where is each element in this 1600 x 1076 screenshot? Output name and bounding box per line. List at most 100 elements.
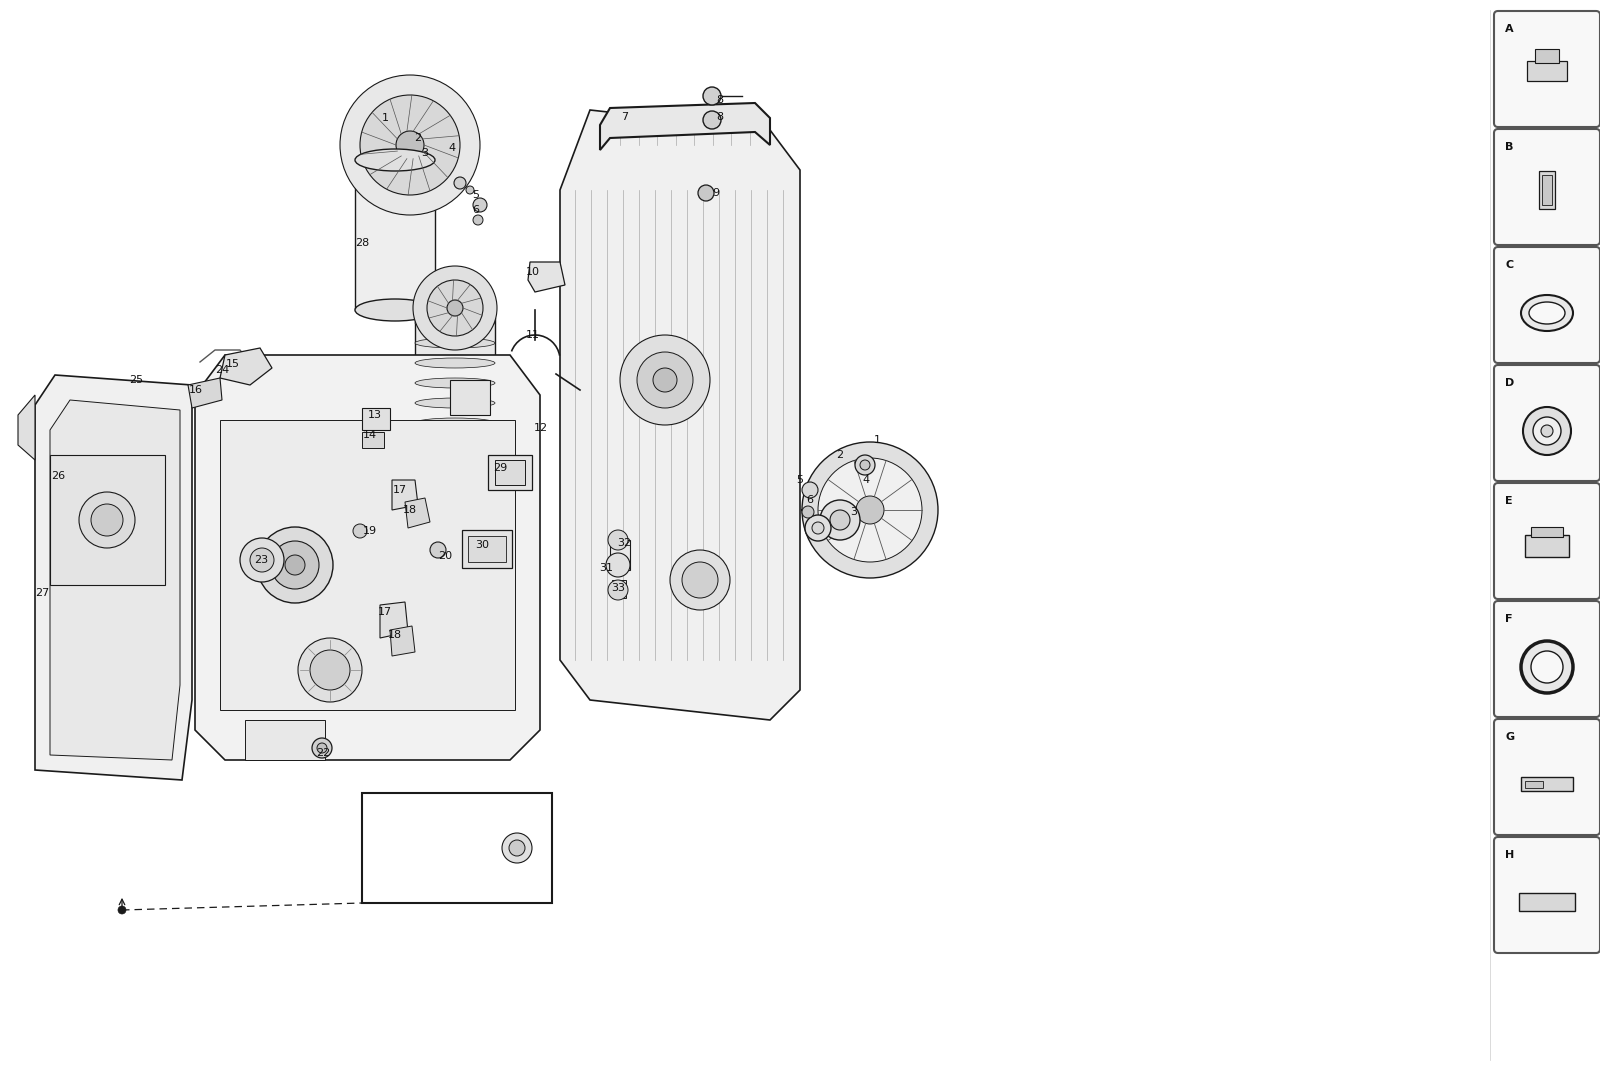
Text: 30: 30 [475,540,490,550]
Text: C: C [1506,260,1514,270]
Circle shape [339,75,480,215]
Polygon shape [600,103,770,150]
Text: 1: 1 [874,435,880,445]
Text: 13: 13 [368,410,382,420]
Circle shape [298,638,362,702]
Circle shape [413,266,498,350]
Ellipse shape [414,478,494,489]
Circle shape [621,335,710,425]
Circle shape [446,300,462,316]
FancyBboxPatch shape [1494,483,1600,599]
Circle shape [430,542,446,558]
Bar [610,540,630,570]
Bar [1522,777,1573,791]
Circle shape [653,368,677,392]
Text: 18: 18 [387,631,402,640]
FancyBboxPatch shape [1494,601,1600,717]
Bar [1525,781,1542,788]
Text: 29: 29 [493,463,507,473]
Text: D: D [1506,378,1514,388]
Text: 16: 16 [189,385,203,395]
Text: 28: 28 [355,238,370,247]
Text: G: G [1506,732,1514,742]
Bar [494,461,525,485]
Ellipse shape [1530,302,1565,324]
Circle shape [608,530,627,550]
Bar [1534,49,1558,63]
Circle shape [802,442,938,578]
Circle shape [360,95,461,195]
Polygon shape [488,455,531,490]
Bar [445,838,454,858]
Circle shape [1541,425,1554,437]
Polygon shape [390,626,414,656]
Bar [245,720,325,760]
FancyBboxPatch shape [1494,129,1600,245]
Circle shape [312,738,333,758]
Circle shape [78,492,134,548]
Text: 3: 3 [421,148,429,158]
FancyBboxPatch shape [1494,247,1600,363]
Circle shape [670,550,730,610]
FancyBboxPatch shape [1494,719,1600,835]
Text: 25: 25 [130,376,142,385]
Circle shape [1531,651,1563,683]
Ellipse shape [414,318,494,328]
Text: 22: 22 [315,748,330,758]
Text: 32: 32 [618,538,630,548]
Ellipse shape [355,148,435,171]
Text: 2: 2 [837,450,843,461]
Circle shape [813,522,824,534]
Text: F: F [1506,614,1512,624]
Text: B: B [1506,142,1514,152]
Bar [611,580,626,598]
Ellipse shape [414,438,494,448]
Bar [362,793,552,903]
Circle shape [608,580,627,600]
Circle shape [819,500,861,540]
Circle shape [240,538,285,582]
Bar [459,838,469,858]
Text: 19: 19 [363,526,378,536]
Text: 17: 17 [394,485,406,495]
Text: 21: 21 [426,833,438,843]
Circle shape [397,131,424,159]
Polygon shape [560,110,800,720]
Text: 5: 5 [472,190,480,200]
Text: 8: 8 [717,112,723,122]
Bar [474,838,483,858]
Text: 15: 15 [226,359,240,369]
FancyBboxPatch shape [1494,365,1600,481]
Ellipse shape [355,299,435,321]
Polygon shape [195,355,541,760]
Ellipse shape [1522,295,1573,331]
Text: 6: 6 [472,206,480,215]
Text: 6: 6 [806,495,813,505]
Ellipse shape [414,358,494,368]
Circle shape [802,506,814,518]
Circle shape [250,548,274,572]
Circle shape [317,744,326,753]
Text: E: E [1506,496,1512,506]
Text: 4: 4 [862,475,869,485]
Polygon shape [381,601,408,638]
Text: 10: 10 [526,267,541,277]
Polygon shape [221,420,515,710]
Text: 26: 26 [51,471,66,481]
Ellipse shape [414,458,494,468]
Bar [1525,535,1570,557]
Circle shape [270,541,318,589]
Text: 1: 1 [381,113,389,123]
Bar [1531,527,1563,537]
Polygon shape [221,348,272,385]
Circle shape [637,352,693,408]
Bar [414,318,494,530]
Bar [1539,171,1555,209]
Polygon shape [189,378,222,408]
Text: 14: 14 [363,430,378,440]
Bar [362,431,384,448]
Circle shape [682,562,718,598]
Circle shape [861,461,870,470]
Ellipse shape [414,378,494,388]
Circle shape [818,458,922,562]
